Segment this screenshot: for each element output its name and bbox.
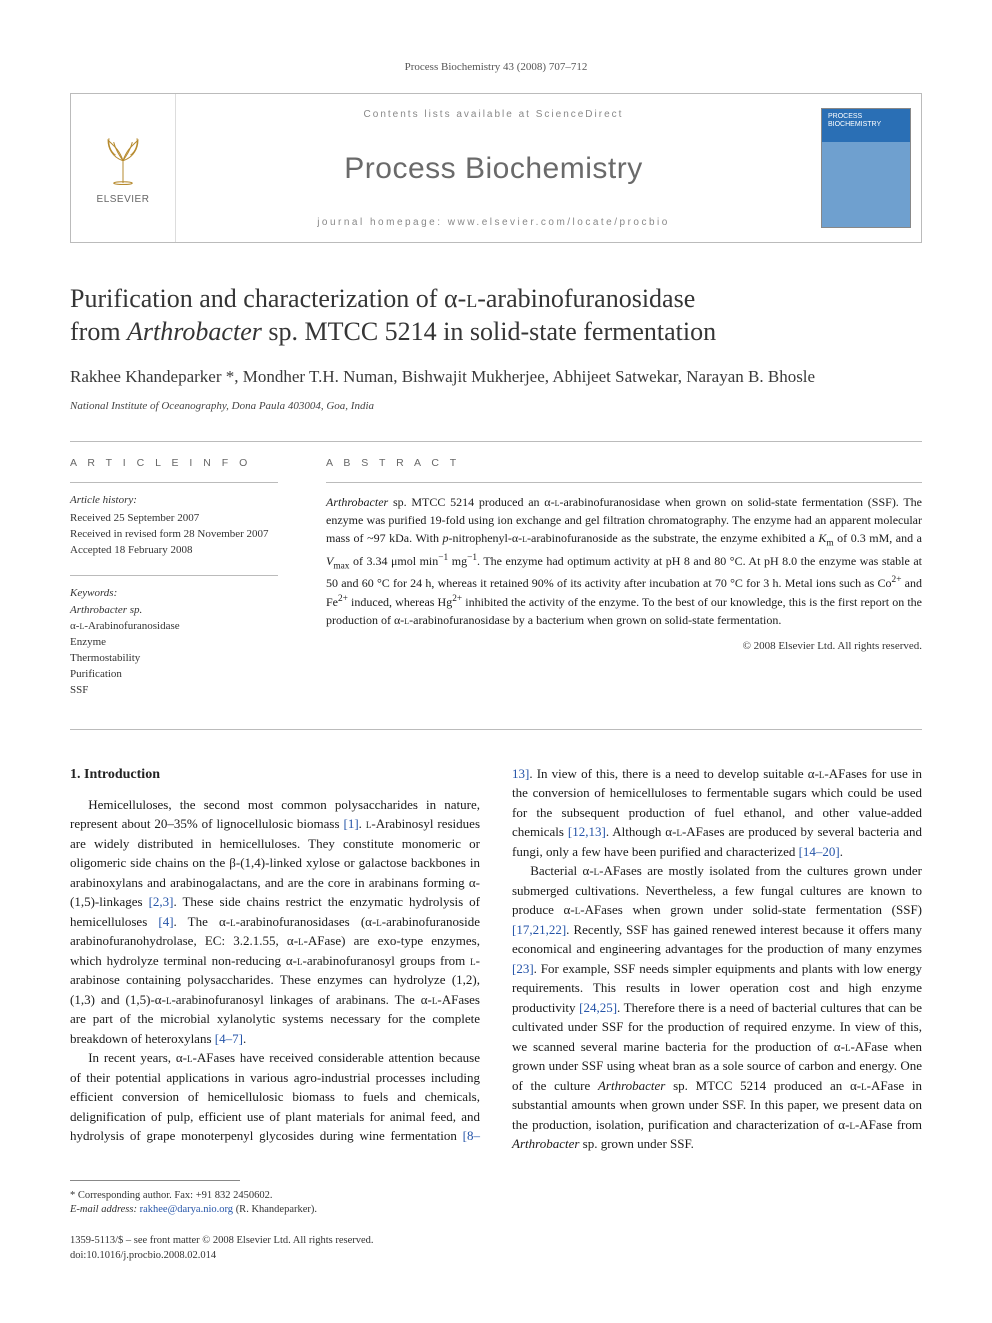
keywords-block: Keywords: Arthrobacter sp. α-l-Arabinofu…	[70, 586, 278, 699]
journal-masthead: ELSEVIER Contents lists available at Sci…	[70, 93, 922, 243]
keywords-rule	[70, 575, 278, 576]
copyright-line-1: 1359-5113/$ – see front matter © 2008 El…	[70, 1234, 922, 1249]
section-heading-introduction: 1. Introduction	[70, 764, 480, 785]
body-paragraph: Bacterial α-l-AFases are mostly isolated…	[512, 861, 922, 1154]
article-title: Purification and characterization of α-l…	[70, 283, 922, 348]
body-two-column: 1. Introduction Hemicelluloses, the seco…	[70, 764, 922, 1154]
elsevier-tree-icon	[95, 129, 151, 185]
abstract-rule	[326, 482, 922, 483]
footnote-separator	[70, 1180, 240, 1181]
journal-homepage-line[interactable]: journal homepage: www.elsevier.com/locat…	[317, 216, 670, 230]
running-head: Process Biochemistry 43 (2008) 707–712	[70, 60, 922, 75]
cover-thumb-block: PROCESS BIOCHEMISTRY	[811, 94, 921, 242]
abstract-text: Arthrobacter sp. MTCC 5214 produced an α…	[326, 493, 922, 629]
keywords-head: Keywords:	[70, 586, 278, 601]
contents-available-line: Contents lists available at ScienceDirec…	[364, 108, 624, 122]
keyword-item: Arthrobacter sp.	[70, 603, 278, 619]
abstract-heading: A B S T R A C T	[326, 456, 922, 471]
publisher-label: ELSEVIER	[97, 193, 150, 207]
title-part-1b: -arabinofuranosidase	[477, 284, 695, 313]
keyword-item: SSF	[70, 683, 278, 699]
corr-email-line: E-mail address: rakhee@darya.nio.org (R.…	[70, 1203, 922, 1218]
article-info-heading: A R T I C L E I N F O	[70, 456, 278, 471]
journal-name: Process Biochemistry	[344, 148, 642, 190]
body-paragraph: Hemicelluloses, the second most common p…	[70, 795, 480, 1049]
article-info-column: A R T I C L E I N F O Article history: R…	[70, 442, 300, 729]
history-line: Received in revised form 28 November 200…	[70, 527, 278, 543]
history-line: Accepted 18 February 2008	[70, 543, 278, 559]
corr-author-line: * Corresponding author. Fax: +91 832 245…	[70, 1189, 922, 1204]
publisher-logo-block: ELSEVIER	[71, 94, 176, 242]
email-label: E-mail address:	[70, 1204, 137, 1215]
corr-email-link[interactable]: rakhee@darya.nio.org	[140, 1204, 233, 1215]
masthead-center: Contents lists available at ScienceDirec…	[176, 94, 811, 242]
cover-thumb-text: PROCESS BIOCHEMISTRY	[828, 113, 904, 128]
corr-email-tail: (R. Khandeparker).	[233, 1204, 317, 1215]
affiliation: National Institute of Oceanography, Dona…	[70, 399, 922, 414]
article-info-rule	[70, 482, 278, 483]
title-part-1: Purification and characterization of α-	[70, 284, 466, 313]
keyword-item: α-l-Arabinofuranosidase	[70, 619, 278, 635]
title-genus-italic: Arthrobacter	[127, 317, 262, 346]
title-smallcap-l: l	[466, 284, 477, 313]
corresponding-author-footnote: * Corresponding author. Fax: +91 832 245…	[70, 1189, 922, 1218]
keyword-item: Purification	[70, 667, 278, 683]
title-part-2a: from	[70, 317, 127, 346]
keyword-item: Enzyme	[70, 635, 278, 651]
sciencedirect-link[interactable]: ScienceDirect	[536, 109, 624, 120]
history-line: Received 25 September 2007	[70, 511, 278, 527]
author-list: Rakhee Khandeparker *, Mondher T.H. Numa…	[70, 366, 922, 389]
abstract-copyright: © 2008 Elsevier Ltd. All rights reserved…	[326, 639, 922, 654]
abstract-column: A B S T R A C T Arthrobacter sp. MTCC 52…	[300, 442, 922, 729]
doi-line: doi:10.1016/j.procbio.2008.02.014	[70, 1249, 922, 1264]
article-history-block: Article history: Received 25 September 2…	[70, 493, 278, 558]
info-abstract-row: A R T I C L E I N F O Article history: R…	[70, 441, 922, 730]
journal-cover-thumbnail: PROCESS BIOCHEMISTRY	[821, 108, 911, 228]
article-history-head: Article history:	[70, 493, 278, 508]
keyword-item: Thermostability	[70, 651, 278, 667]
front-matter-copyright: 1359-5113/$ – see front matter © 2008 El…	[70, 1234, 922, 1263]
title-part-2b: sp. MTCC 5214 in solid-state fermentatio…	[262, 317, 716, 346]
contents-available-text: Contents lists available at	[364, 109, 531, 120]
